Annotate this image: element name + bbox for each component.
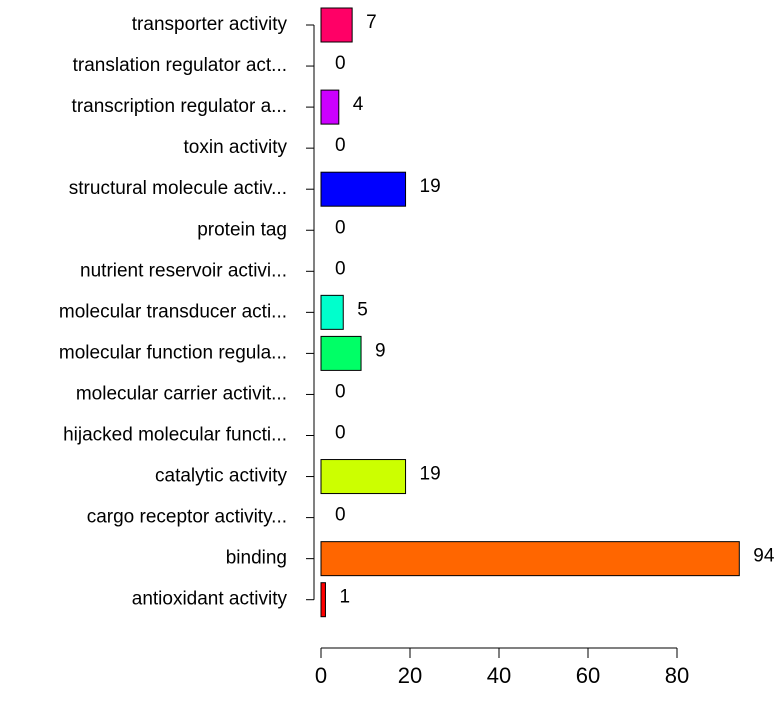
bar xyxy=(320,541,740,577)
bar-value-label: 19 xyxy=(420,464,441,485)
category-label: toxin activity xyxy=(184,137,288,158)
category-label: hijacked molecular functi... xyxy=(63,425,287,446)
value-tick-label: 60 xyxy=(576,663,600,688)
value-tick-label: 80 xyxy=(665,663,689,688)
value-tick-label: 20 xyxy=(398,663,422,688)
category-label: molecular transducer acti... xyxy=(59,301,287,322)
bar-value-label: 0 xyxy=(335,53,346,74)
bar-value-label: 0 xyxy=(335,381,346,402)
bar-value-label: 0 xyxy=(335,217,346,238)
bar-value-label: 7 xyxy=(366,12,377,33)
category-label: catalytic activity xyxy=(155,466,287,487)
value-axis: 0 20 40 60 80 xyxy=(315,647,689,688)
bar-value-label: 5 xyxy=(357,299,368,320)
category-label: molecular function regula... xyxy=(59,342,287,363)
bar-value-label: 0 xyxy=(335,505,346,526)
category-label: transcription regulator a... xyxy=(72,96,287,117)
category-label: structural molecule activ... xyxy=(69,178,287,199)
category-label: transporter activity xyxy=(132,14,288,35)
bar xyxy=(320,89,340,125)
category-label: translation regulator act... xyxy=(73,55,287,76)
bar-value-label: 0 xyxy=(335,135,346,156)
bar xyxy=(320,335,362,371)
category-label: binding xyxy=(226,548,287,569)
bar xyxy=(320,582,326,618)
bar-value-label: 19 xyxy=(420,176,441,197)
bar xyxy=(320,294,344,330)
category-label: protein tag xyxy=(197,219,287,240)
bar-value-label: 94 xyxy=(753,546,775,567)
category-axis: transporter activity translation regulato… xyxy=(59,14,315,610)
bar-value-label: 9 xyxy=(375,340,386,361)
bar-value-label: 0 xyxy=(335,258,346,279)
value-tick-label: 40 xyxy=(487,663,511,688)
bar xyxy=(320,459,407,495)
category-label: antioxidant activity xyxy=(132,589,288,610)
bar xyxy=(320,171,407,207)
bar-value-label: 1 xyxy=(339,587,350,608)
bar-value-label: 4 xyxy=(353,94,364,115)
category-label: nutrient reservoir activi... xyxy=(80,260,287,281)
category-label: molecular carrier activit... xyxy=(76,383,287,404)
value-tick-label: 0 xyxy=(315,663,327,688)
bar-value-label: 0 xyxy=(335,423,346,444)
category-label: cargo receptor activity... xyxy=(87,507,287,528)
bar xyxy=(320,7,353,43)
